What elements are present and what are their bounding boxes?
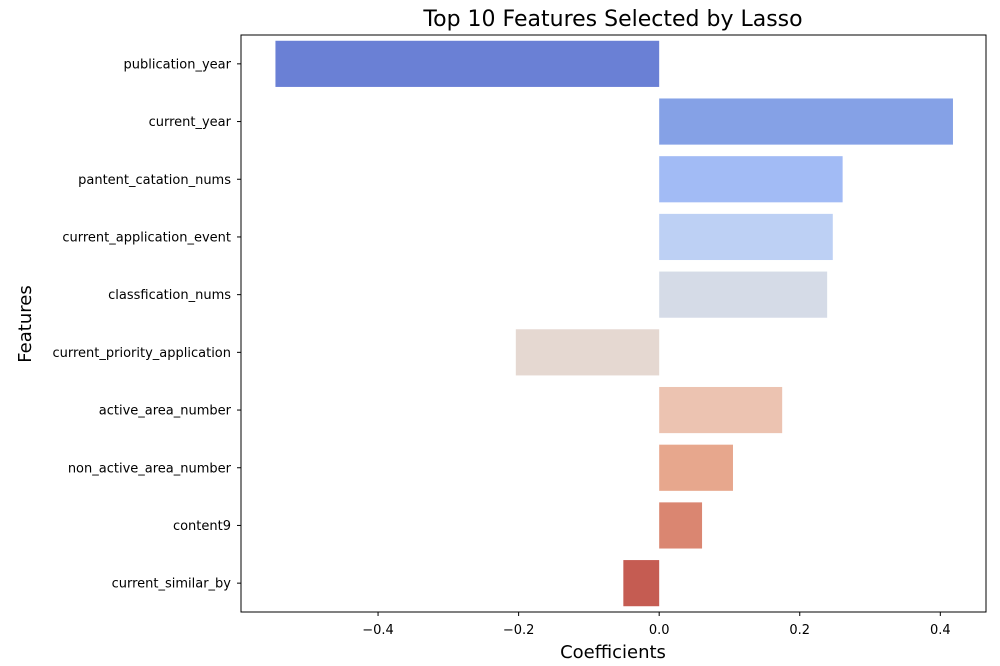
bar-non-active-area-number xyxy=(659,445,733,491)
y-axis-label: Features xyxy=(15,285,36,362)
bar-current-year xyxy=(659,98,953,144)
bar-active-area-number xyxy=(659,387,782,433)
y-tick-label: classfication_nums xyxy=(108,288,231,303)
bar-publication-year xyxy=(275,41,659,87)
y-tick-label: current_priority_application xyxy=(52,346,231,361)
x-tick-label: −0.4 xyxy=(362,623,394,638)
bar-classfication-nums xyxy=(659,272,827,318)
y-tick-label: non_active_area_number xyxy=(68,461,232,476)
bars-layer xyxy=(275,41,953,606)
x-tick-label: 0.0 xyxy=(649,623,670,638)
bar-current-priority-application xyxy=(516,329,659,375)
y-tick-label: content9 xyxy=(173,519,231,534)
bar-current-application-event xyxy=(659,214,833,260)
y-tick-label: pantent_catation_nums xyxy=(78,173,231,188)
bar-current-similar-by xyxy=(623,560,659,606)
x-tick-label: 0.4 xyxy=(930,623,951,638)
bar-pantent-catation-nums xyxy=(659,156,842,202)
y-tick-label: current_similar_by xyxy=(112,577,232,592)
x-tick-label: 0.2 xyxy=(789,623,810,638)
x-tick-label: −0.2 xyxy=(503,623,535,638)
bar-content9 xyxy=(659,502,702,548)
y-tick-label: current_year xyxy=(149,115,232,130)
y-axis: publication_year current_year pantent_cata… xyxy=(52,57,241,591)
y-tick-label: current_application_event xyxy=(62,230,231,245)
x-axis-label: Coefficients xyxy=(560,642,666,663)
chart-title: Top 10 Features Selected by Lasso xyxy=(422,7,802,32)
y-tick-label: active_area_number xyxy=(99,404,232,419)
y-tick-label: publication_year xyxy=(124,57,232,72)
x-axis: −0.4 −0.2 0.0 0.2 0.4 xyxy=(362,612,950,638)
